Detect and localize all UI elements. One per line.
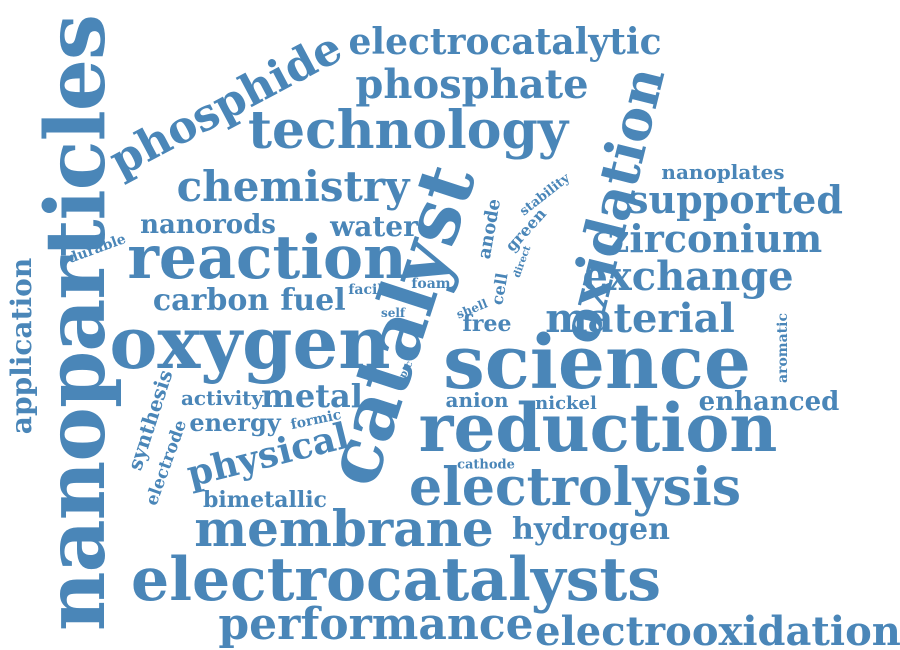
word-anion: anion bbox=[445, 388, 509, 412]
word-cell: cell bbox=[487, 271, 512, 307]
word-enhanced: enhanced bbox=[698, 387, 840, 417]
word-nickel: nickel bbox=[535, 393, 597, 414]
word-foam: foam bbox=[411, 276, 451, 292]
word-technology: technology bbox=[247, 100, 569, 161]
word-bimetallic: bimetallic bbox=[203, 487, 327, 513]
word-material: material bbox=[545, 295, 735, 342]
word-facile: facile bbox=[348, 282, 392, 298]
word-electrolysis: electrolysis bbox=[409, 457, 741, 518]
word-hydrogen: hydrogen bbox=[512, 512, 670, 547]
word-water: water bbox=[330, 210, 418, 243]
word-performance: performance bbox=[218, 599, 534, 650]
word-electrocatalytic: electrocatalytic bbox=[348, 21, 662, 63]
word-reaction: reaction bbox=[127, 223, 407, 293]
word-fuel: fuel bbox=[280, 283, 346, 318]
word-energy: energy bbox=[189, 408, 281, 437]
word-exchange: exchange bbox=[582, 253, 794, 300]
word-self: self bbox=[380, 306, 406, 320]
word-membrane: membrane bbox=[194, 499, 494, 558]
word-electrocatalysts: electrocatalysts bbox=[131, 545, 661, 615]
word-aromatic: aromatic bbox=[775, 313, 791, 383]
word-metal: metal bbox=[261, 377, 363, 415]
word-application: application bbox=[5, 257, 38, 435]
word-reduction: reduction bbox=[418, 389, 778, 467]
word-activity: activity bbox=[180, 386, 264, 410]
word-chemistry: chemistry bbox=[176, 162, 410, 211]
word-carbon: carbon bbox=[152, 283, 270, 318]
word-electrooxidation: electrooxidation bbox=[535, 608, 900, 650]
word-phosphate: phosphate bbox=[355, 61, 589, 108]
word-nanoparticles: nanoparticles bbox=[28, 14, 124, 632]
word-zirconium: zirconium bbox=[607, 216, 823, 261]
word-nanoplates: nanoplates bbox=[661, 160, 785, 184]
word-free: free bbox=[462, 311, 512, 337]
word-science: science bbox=[443, 320, 751, 406]
word-cathode: cathode bbox=[457, 457, 515, 473]
word-oxygen: oxygen bbox=[109, 300, 391, 385]
word-nanorods: nanorods bbox=[140, 210, 276, 240]
word-supported: supported bbox=[627, 177, 843, 222]
